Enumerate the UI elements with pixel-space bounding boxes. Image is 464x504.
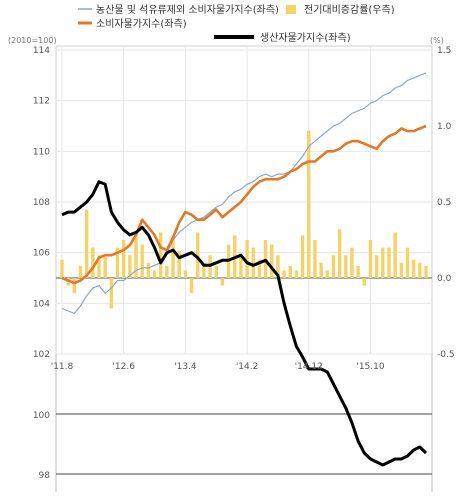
bar [337,229,342,278]
bar [196,232,200,278]
bar [140,244,144,278]
left-tick-label: 104 [33,299,50,309]
bar [159,232,163,278]
legend: 농산물 및 석유류제외 소비자물가지수(좌측) 전기대비증감률(우측) 소비자물가지… [78,4,395,44]
bar [214,265,218,278]
legend-label: 농산물 및 석유류제외 소비자물가지수(좌측) [96,4,279,16]
bar [183,270,188,278]
bar [362,278,367,286]
bar [146,262,151,278]
bar [245,240,249,278]
left-tick-label: 112 [33,97,50,107]
bar [331,255,336,278]
bar [134,232,138,278]
bars [60,130,428,309]
lines [61,72,428,467]
bar [411,259,416,278]
bar [97,255,101,278]
legend-swatch [286,5,296,14]
bar [294,270,299,278]
bar [368,240,373,278]
bar [109,278,114,309]
right-tick-label: 1.5 [437,46,451,56]
x-tick-label: '15.10 [356,362,385,372]
bar [356,265,360,278]
bar [282,270,286,278]
bar [350,247,354,278]
left-axis-unit: (2010=100) [8,36,57,45]
ppi-line [61,180,428,467]
bar [165,265,169,278]
bar [257,259,262,278]
bar [121,240,126,278]
bar [128,255,132,278]
bar [84,209,89,278]
bar [103,256,107,278]
bar [189,278,194,294]
bar [374,255,379,278]
bar [177,250,181,278]
cpi-line [61,124,427,285]
bar [313,240,317,278]
bar [251,247,255,278]
bar [270,244,274,278]
left-tick-label: 108 [33,198,50,208]
x-tick-label: '13.4 [174,362,197,372]
legend-label: 소비자물가지수(좌측) [96,18,187,30]
bar [239,255,243,278]
right-tick-label: 0.5 [437,198,451,208]
bar [424,265,428,278]
bar [300,235,305,278]
right-tick-label: 1.0 [437,122,452,132]
lower-tick-label: 98 [39,471,51,481]
ticks: 114 112 110 108 106 104 102 1.5 1.0 0.5 0.0 -0.5 100… [33,46,455,481]
bar [405,247,410,278]
legend-label: 생산자물가지수(좌측) [260,32,351,44]
right-tick-label: -0.5 [437,350,455,360]
bar [171,235,175,278]
bar [399,262,404,278]
bar [307,130,311,278]
bar [319,262,323,278]
bar [325,270,329,278]
bar [344,255,348,278]
left-tick-label: 114 [33,46,50,56]
bar [60,259,64,278]
legend-label: 전기대비증감률(우측) [304,4,395,16]
bar [72,278,77,294]
bar [91,247,95,278]
left-tick-label: 110 [33,147,50,157]
bar [78,265,83,278]
bar [418,262,422,278]
x-tick-label: '14.2 [236,362,259,372]
bar [381,247,385,278]
bar [387,247,391,278]
bar [152,270,157,278]
core-cpi-line [61,72,427,315]
bar [393,232,397,278]
bar [276,255,280,278]
bar [115,247,120,278]
left-tick-label: 102 [33,350,50,360]
x-tick-label: '12.6 [112,362,135,372]
bar [202,262,206,278]
bar [288,265,292,278]
x-tick-label: '14.12 [295,362,323,372]
x-tick-label: '11.8 [51,362,74,372]
right-tick-label: 0.0 [437,274,452,284]
lower-tick-label: 100 [33,411,50,421]
bar [220,278,225,286]
right-axis-unit: (%) [430,36,444,45]
left-tick-label: 106 [33,249,50,259]
